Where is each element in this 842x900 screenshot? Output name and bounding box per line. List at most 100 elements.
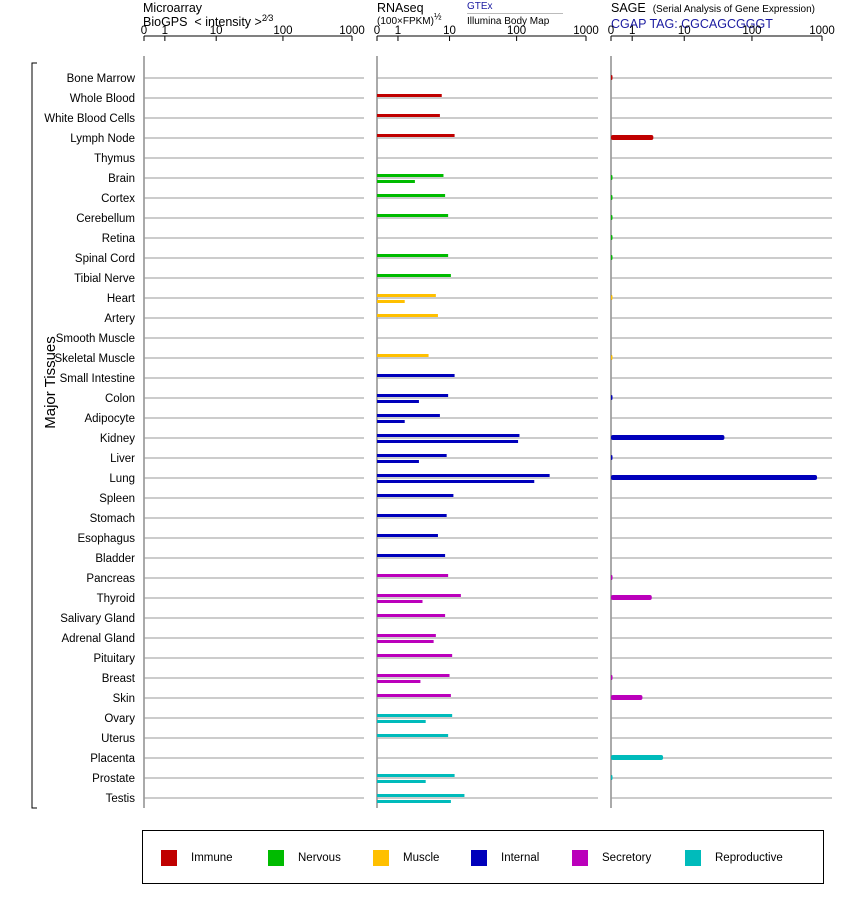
sage-bar bbox=[611, 215, 613, 220]
rnaseq-bar bbox=[377, 674, 450, 677]
gtex-link[interactable]: GTEx bbox=[467, 1, 563, 14]
tissue-label: Liver bbox=[110, 453, 135, 465]
sage-bar bbox=[611, 775, 613, 780]
sage-bar bbox=[611, 675, 613, 680]
tissue-label: Colon bbox=[105, 393, 135, 405]
tissue-label: Brain bbox=[108, 173, 135, 185]
rnaseq-bar bbox=[377, 134, 455, 137]
legend-item-immune: Immune bbox=[161, 850, 233, 866]
rnaseq-bar bbox=[377, 694, 451, 697]
rnaseq-bar bbox=[377, 800, 451, 803]
intensity-exponent: 2⁄3 bbox=[261, 12, 274, 23]
legend-item-nervous: Nervous bbox=[268, 850, 341, 866]
tissue-label: Artery bbox=[104, 313, 135, 325]
rnaseq-bar bbox=[377, 534, 438, 537]
rnaseq-bar bbox=[377, 514, 447, 517]
legend-item-internal: Internal bbox=[471, 850, 539, 866]
sage-bar bbox=[611, 135, 654, 140]
sage-description: (Serial Analysis of Gene Expression) bbox=[652, 4, 815, 15]
rnaseq-tick-label: 1000 bbox=[573, 25, 599, 37]
tissue-label: Whole Blood bbox=[70, 93, 135, 105]
cgap-tag[interactable]: CGAP TAG: CGCAGCGGGT bbox=[611, 17, 773, 31]
rnaseq-bar bbox=[377, 554, 446, 557]
sage-bar bbox=[611, 595, 652, 600]
rnaseq-tick-label: 1 bbox=[395, 25, 401, 37]
sage-bar bbox=[611, 475, 818, 480]
rnaseq-bar bbox=[377, 680, 421, 683]
rnaseq-bar bbox=[377, 294, 436, 297]
rnaseq-unit: (100×FPKM)½ bbox=[377, 11, 442, 27]
tissue-label: Smooth Muscle bbox=[56, 333, 135, 345]
rnaseq-bar bbox=[377, 254, 449, 257]
rnaseq-bar bbox=[377, 180, 415, 183]
rnaseq-bar bbox=[377, 374, 455, 377]
rnaseq-bar bbox=[377, 440, 519, 443]
tissue-label: Skeletal Muscle bbox=[54, 353, 135, 365]
rnaseq-bar bbox=[377, 600, 423, 603]
rnaseq-bar bbox=[377, 594, 461, 597]
sage-panel: 0 1 10 100 1000 bbox=[608, 25, 835, 808]
sage-bar bbox=[611, 255, 613, 260]
legend-label: Reproductive bbox=[715, 852, 783, 864]
rnaseq-bar bbox=[377, 174, 444, 177]
sage-title: SAGE bbox=[611, 1, 646, 15]
microarray-tick-label: 100 bbox=[273, 25, 292, 37]
legend-swatch bbox=[572, 850, 588, 866]
rnaseq-bar bbox=[377, 640, 434, 643]
legend-item-reproductive: Reproductive bbox=[685, 850, 783, 866]
rnaseq-bar bbox=[377, 300, 405, 303]
legend-swatch bbox=[471, 850, 487, 866]
tissue-label: Spleen bbox=[99, 493, 135, 505]
tissue-label: Skin bbox=[113, 693, 135, 705]
tissue-label: Bone Marrow bbox=[67, 73, 136, 85]
sage-tick-label: 100 bbox=[742, 25, 761, 37]
tissue-label: Placenta bbox=[90, 753, 135, 765]
rnaseq-bar bbox=[377, 420, 405, 423]
legend-label: Nervous bbox=[298, 852, 341, 864]
tissue-label: Heart bbox=[107, 293, 136, 305]
legend-label: Muscle bbox=[403, 852, 440, 864]
tissue-label: Thymus bbox=[94, 153, 135, 165]
sage-header: SAGE (Serial Analysis of Gene Expression… bbox=[611, 1, 815, 31]
microarray-tick-label: 1000 bbox=[339, 25, 365, 37]
sage-tick-label: 10 bbox=[678, 25, 691, 37]
group-bracket bbox=[31, 62, 37, 809]
legend-item-muscle: Muscle bbox=[373, 850, 439, 866]
legend-swatch bbox=[268, 850, 284, 866]
tissue-label: Uterus bbox=[101, 733, 135, 745]
legend-item-secretory: Secretory bbox=[572, 850, 651, 866]
tissue-label: Spinal Cord bbox=[75, 253, 135, 265]
microarray-tick-label: 10 bbox=[210, 25, 223, 37]
intensity-label: < intensity > bbox=[194, 15, 262, 29]
rnaseq-bar bbox=[377, 474, 550, 477]
rnaseq-bar bbox=[377, 734, 449, 737]
sage-tick-label: 1000 bbox=[809, 25, 835, 37]
sage-bar bbox=[611, 75, 613, 80]
rnaseq-bar bbox=[377, 400, 419, 403]
tissue-label: Bladder bbox=[95, 553, 135, 565]
legend: Immune Nervous Muscle Internal Secretory Repr… bbox=[142, 830, 824, 884]
rnaseq-bar bbox=[377, 414, 440, 417]
tissue-label: Tibial Nerve bbox=[74, 273, 135, 285]
tissue-label: Pancreas bbox=[86, 573, 135, 585]
sage-bar bbox=[611, 575, 613, 580]
rnaseq-header: RNAseq (100×FPKM)½ bbox=[377, 1, 441, 29]
rnaseq-bar bbox=[377, 794, 465, 797]
rnaseq-bar bbox=[377, 394, 449, 397]
bodymap-label: Illumina Body Map bbox=[467, 16, 550, 27]
legend-label: Internal bbox=[501, 852, 540, 864]
sage-bar bbox=[611, 235, 613, 240]
rnaseq-title: RNAseq bbox=[377, 1, 424, 15]
legend-label: Immune bbox=[191, 852, 233, 864]
sage-bar bbox=[611, 295, 613, 300]
microarray-header: Microarray BioGPS < intensity >2⁄3 bbox=[143, 1, 273, 29]
sage-bar bbox=[611, 695, 643, 700]
tissue-label: Small Intestine bbox=[60, 373, 135, 385]
rnaseq-bar bbox=[377, 434, 520, 437]
sage-tick-label: 1 bbox=[629, 25, 635, 37]
rnaseq-exponent: ½ bbox=[433, 11, 442, 22]
tissue-label: Cerebellum bbox=[76, 213, 135, 225]
rnaseq-bar bbox=[377, 194, 446, 197]
rnaseq-bar bbox=[377, 114, 440, 117]
legend-swatch bbox=[373, 850, 389, 866]
